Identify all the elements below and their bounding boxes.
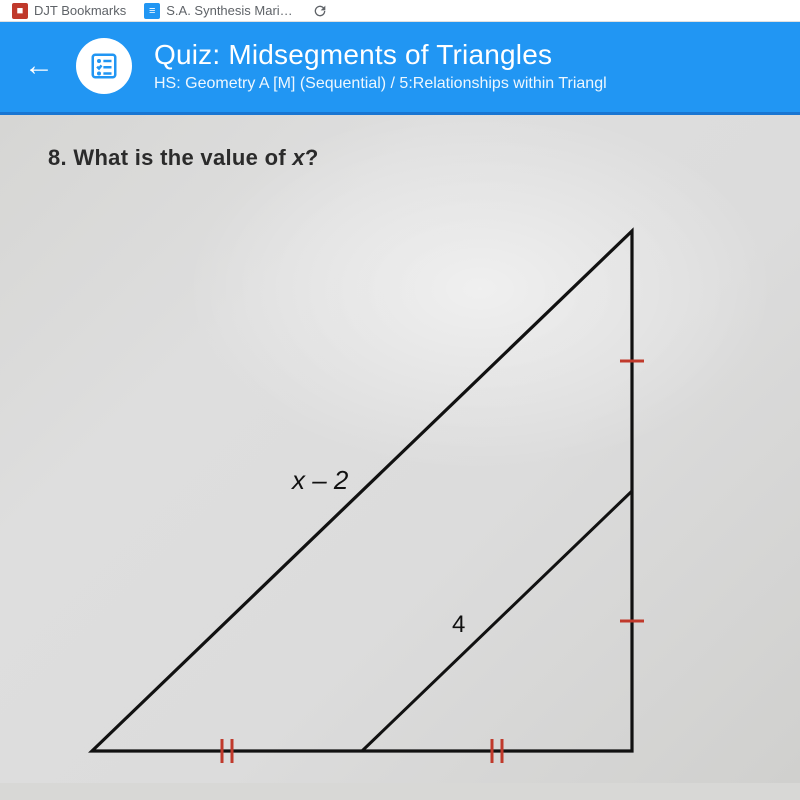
label-midsegment: 4 — [452, 611, 465, 639]
quiz-type-icon — [76, 38, 132, 94]
bookmark-item-2[interactable]: ≡ S.A. Synthesis Mari… — [144, 3, 292, 19]
midsegment-line — [362, 491, 632, 751]
back-arrow-icon[interactable]: ← — [24, 51, 54, 81]
bookmark-icon: ■ — [12, 3, 28, 19]
question-prefix: What is the value of — [73, 145, 292, 170]
browser-bookmark-bar: ■ DJT Bookmarks ≡ S.A. Synthesis Mari… — [0, 0, 800, 22]
question-variable: x — [292, 145, 305, 170]
doc-icon: ≡ — [144, 3, 160, 19]
triangle-figure: x – 2 4 — [72, 211, 692, 771]
bookmark-label: DJT Bookmarks — [34, 3, 126, 18]
reload-icon[interactable] — [311, 2, 329, 20]
bookmark-label: S.A. Synthesis Mari… — [166, 3, 292, 18]
quiz-breadcrumb: HS: Geometry A [M] (Sequential) / 5:Rela… — [154, 75, 780, 93]
label-hypotenuse: x – 2 — [292, 465, 348, 496]
question-content-area: 8. What is the value of x? x – 2 4 — [0, 115, 800, 783]
quiz-title-block: Quiz: Midsegments of Triangles HS: Geome… — [154, 39, 780, 93]
question-suffix: ? — [305, 145, 319, 170]
bookmark-item-1[interactable]: ■ DJT Bookmarks — [12, 3, 126, 19]
quiz-header: ← Quiz: Midsegments of Triangles HS: Geo… — [0, 22, 800, 115]
triangle-outline — [92, 231, 632, 751]
question-text: 8. What is the value of x? — [48, 145, 760, 171]
quiz-title: Quiz: Midsegments of Triangles — [154, 39, 780, 71]
question-number: 8. — [48, 145, 67, 170]
